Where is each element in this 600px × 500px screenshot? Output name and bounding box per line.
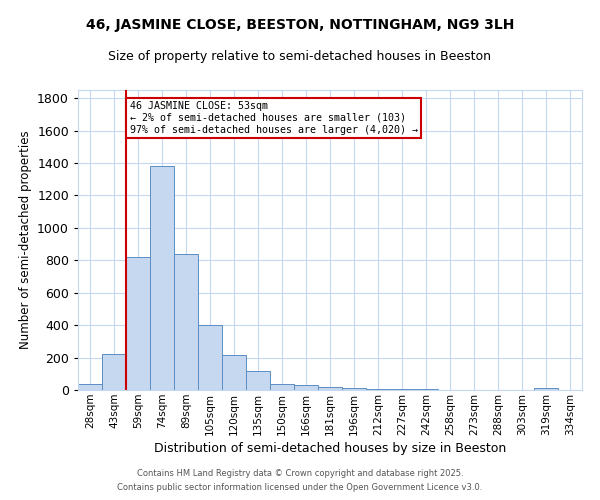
Text: Contains public sector information licensed under the Open Government Licence v3: Contains public sector information licen… [118, 484, 482, 492]
Bar [390, 389, 414, 390]
Bar [150, 166, 174, 390]
Y-axis label: Number of semi-detached properties: Number of semi-detached properties [19, 130, 32, 350]
Bar [222, 355, 246, 390]
Bar [174, 254, 198, 390]
Bar [366, 388, 390, 390]
Bar [246, 370, 270, 390]
Text: 46, JASMINE CLOSE, BEESTON, NOTTINGHAM, NG9 3LH: 46, JASMINE CLOSE, BEESTON, NOTTINGHAM, … [86, 18, 514, 32]
X-axis label: Distribution of semi-detached houses by size in Beeston: Distribution of semi-detached houses by … [154, 442, 506, 455]
Bar [102, 354, 126, 390]
Text: 46 JASMINE CLOSE: 53sqm
← 2% of semi-detached houses are smaller (103)
97% of se: 46 JASMINE CLOSE: 53sqm ← 2% of semi-det… [130, 102, 418, 134]
Bar [294, 385, 318, 390]
Bar [534, 388, 558, 390]
Bar [78, 384, 102, 390]
Bar [270, 384, 294, 390]
Bar [318, 387, 342, 390]
Bar [198, 325, 222, 390]
Text: Size of property relative to semi-detached houses in Beeston: Size of property relative to semi-detach… [109, 50, 491, 63]
Text: Contains HM Land Registry data © Crown copyright and database right 2025.: Contains HM Land Registry data © Crown c… [137, 468, 463, 477]
Bar [126, 257, 150, 390]
Bar [342, 388, 366, 390]
